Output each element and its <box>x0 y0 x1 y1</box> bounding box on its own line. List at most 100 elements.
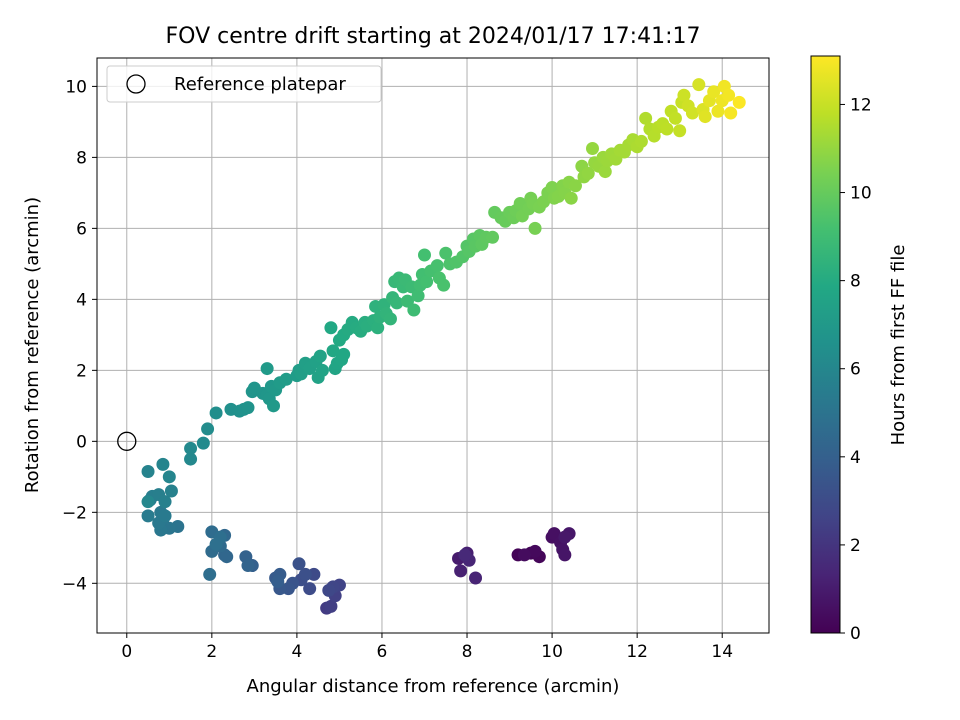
scatter-point <box>660 122 674 136</box>
scatter-point <box>158 509 172 523</box>
legend: Reference platepar <box>106 65 382 103</box>
colorbar-label: Hours from first FF file <box>888 245 909 446</box>
scatter-point <box>313 349 327 363</box>
x-axis-label: Angular distance from reference (arcmin) <box>247 676 620 697</box>
y-tick-label: −2 <box>62 503 87 523</box>
scatter-points <box>141 78 746 615</box>
scatter-point <box>673 124 687 138</box>
scatter-point <box>292 557 306 571</box>
scatter-point <box>439 246 453 260</box>
colorbar-tick-label: 4 <box>850 448 861 468</box>
scatter-point <box>469 571 483 585</box>
y-tick-label: 4 <box>76 290 87 310</box>
x-tick-label: 0 <box>121 642 132 662</box>
scatter-point <box>303 582 317 596</box>
scatter-point <box>260 362 274 376</box>
colorbar-tick-label: 2 <box>850 536 861 556</box>
scatter-point <box>598 165 612 179</box>
colorbar <box>810 55 841 634</box>
scatter-point <box>390 296 404 310</box>
colorbar-tick-label: 10 <box>850 184 872 204</box>
scatter-point <box>141 509 155 523</box>
scatter-point <box>564 191 578 205</box>
scatter-point <box>209 537 223 551</box>
scatter-point <box>324 599 338 613</box>
scatter-point <box>724 106 738 120</box>
scatter-point <box>528 544 542 558</box>
scatter-point <box>271 575 285 589</box>
scatter-point <box>298 567 312 581</box>
scatter-point <box>267 399 281 413</box>
colorbar-tick-label: 0 <box>850 624 861 644</box>
scatter-point <box>558 530 572 544</box>
scatter-point <box>585 142 599 156</box>
scatter-point <box>184 452 198 466</box>
scatter-point <box>698 110 712 124</box>
x-tick-label: 6 <box>377 642 388 662</box>
y-axis-label: Rotation from reference (arcmin) <box>22 197 43 493</box>
scatter-point <box>668 111 682 125</box>
scatter-point <box>209 406 223 420</box>
axes-frame <box>96 57 770 634</box>
legend-label: Reference platepar <box>174 74 346 95</box>
scatter-point <box>201 422 215 436</box>
scatter-point <box>196 436 210 450</box>
y-axis-ticks: −4 −2 0 2 4 6 8 10 <box>62 77 97 594</box>
reference-point <box>117 431 137 451</box>
scatter-point <box>407 303 421 317</box>
x-tick-label: 10 <box>541 642 563 662</box>
scatter-point <box>324 321 338 335</box>
scatter-point <box>711 104 725 118</box>
scatter-point <box>322 583 336 597</box>
scatter-point <box>141 465 155 479</box>
x-tick-label: 4 <box>291 642 302 662</box>
scatter-point <box>220 550 234 564</box>
scatter-point <box>581 166 595 180</box>
y-tick-label: 8 <box>76 148 87 168</box>
scatter-point <box>517 548 531 562</box>
scatter-point <box>707 85 721 99</box>
scatter-point <box>241 401 255 415</box>
y-tick-label: 2 <box>76 361 87 381</box>
colorbar-tick-label: 12 <box>850 95 872 115</box>
colorbar-tick-label: 6 <box>850 360 861 380</box>
scatter-point <box>685 106 699 120</box>
scatter-point <box>692 78 706 92</box>
scatter-point <box>558 548 572 562</box>
y-tick-label: 0 <box>76 432 87 452</box>
chart-title: FOV centre drift starting at 2024/01/17 … <box>166 24 701 49</box>
y-tick-label: 10 <box>65 77 87 97</box>
scatter-point <box>158 495 172 509</box>
scatter-point <box>164 484 178 498</box>
scatter-point <box>337 347 351 361</box>
scatter-point <box>279 372 293 386</box>
y-tick-label: 6 <box>76 219 87 239</box>
scatter-point <box>634 134 648 148</box>
x-tick-label: 2 <box>206 642 217 662</box>
scatter-point <box>568 179 582 193</box>
y-tick-label: −4 <box>62 574 87 594</box>
scatter-point <box>454 564 468 578</box>
scatter-point <box>371 321 385 335</box>
x-axis-ticks: 0 2 4 6 8 10 12 14 <box>121 633 733 662</box>
x-tick-label: 12 <box>626 642 648 662</box>
scatter-point <box>241 559 255 573</box>
scatter-point <box>437 278 451 292</box>
scatter-point <box>528 221 542 235</box>
scatter-point <box>486 230 500 244</box>
scatter-point <box>315 363 329 377</box>
x-tick-label: 14 <box>711 642 733 662</box>
scatter-point <box>184 441 198 455</box>
scatter-point <box>383 312 397 326</box>
x-tick-label: 8 <box>462 642 473 662</box>
scatter-point <box>732 95 746 109</box>
scatter-point <box>677 88 691 102</box>
scatter-point <box>639 111 653 125</box>
scatter-point <box>411 289 425 303</box>
scatter-point <box>722 88 736 102</box>
colorbar-ticks: 0 2 4 6 8 10 12 <box>840 95 872 644</box>
plot-grid <box>97 58 769 633</box>
colorbar-tick-label: 8 <box>850 272 861 292</box>
legend-box <box>106 65 382 103</box>
